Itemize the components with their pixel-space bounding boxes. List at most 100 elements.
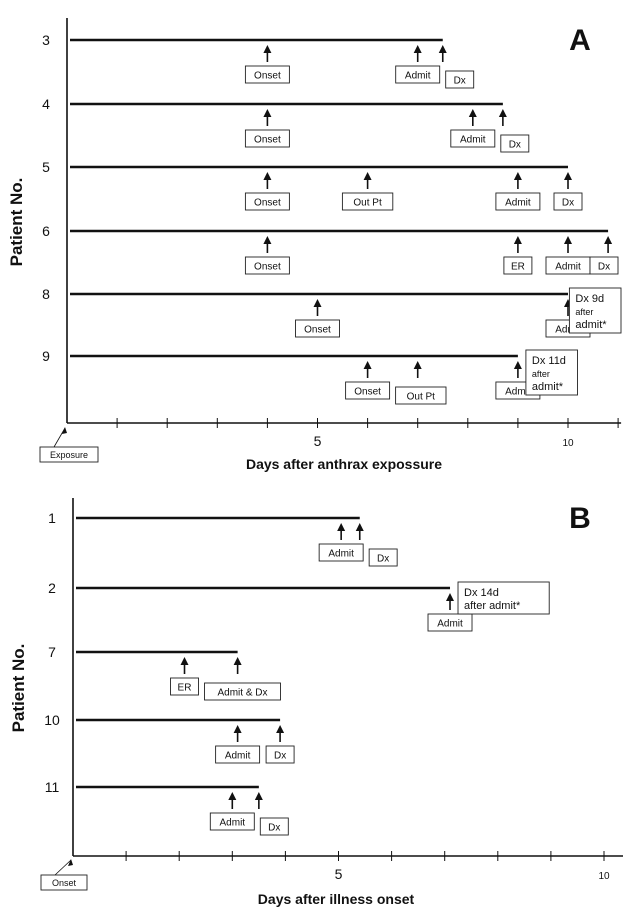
event-label-out-pt: Out Pt [341, 192, 394, 211]
panel-a-x-axis-label: Days after anthrax expossure [246, 456, 442, 472]
panel-b-x-axis-label: Days after illness onset [258, 891, 415, 907]
panel-a-x-tick-label: 10 [562, 438, 574, 449]
event-arrowhead [263, 109, 272, 117]
patient-number-label: 1 [48, 510, 56, 526]
panel-a-patient-9: 9 Onset Out Pt Admit Dx 11d after admit* [42, 348, 578, 405]
event-label-admit: Admit [427, 613, 473, 632]
event-label-admit: Admit [495, 192, 541, 211]
panel-b-origin-leader [54, 859, 72, 876]
event-arrowhead [263, 45, 272, 53]
svg-text:Out Pt: Out Pt [353, 198, 382, 209]
event-label-dx: Dx [589, 256, 619, 275]
event-label-admit: Admit [215, 745, 261, 764]
event-label-onset: Onset [244, 256, 290, 275]
event-label-admit: Admit [450, 129, 496, 148]
panel-b-origin-arrowhead [68, 859, 73, 866]
svg-text:Dx: Dx [598, 262, 610, 273]
panel-b-y-axis-label: Patient No. [9, 644, 28, 733]
panel-b: 5 10 Days after illness onset Patient No. B O… [9, 498, 623, 907]
panel-a-y-axis-label: Patient No. [7, 178, 26, 267]
event-arrowhead [233, 657, 242, 665]
event-label-onset: Onset [295, 319, 340, 338]
event-arrowhead [438, 45, 447, 53]
patient-number-label: 11 [45, 779, 60, 795]
patient-number-label: 2 [48, 580, 56, 596]
svg-text:Dx: Dx [274, 751, 286, 762]
svg-text:Admit: Admit [555, 262, 581, 273]
event-label-dx: Dx [445, 70, 475, 89]
panel-b-patient-1: 1 Admit Dx [48, 510, 398, 567]
event-label-admit-dx: Admit & Dx [204, 682, 281, 701]
svg-text:Dx: Dx [377, 554, 389, 565]
svg-text:Admit: Admit [220, 818, 246, 829]
event-arrowhead [413, 361, 422, 369]
event-arrowhead [446, 593, 455, 601]
svg-text:Dx: Dx [562, 198, 574, 209]
svg-text:Out Pt: Out Pt [407, 392, 436, 403]
event-arrowhead [564, 172, 572, 180]
event-label-er: ER [503, 256, 533, 275]
panel-a-origin-leader [53, 427, 66, 448]
svg-text:after: after [575, 307, 593, 317]
event-arrowhead [513, 361, 522, 369]
panel-a-patient-8: 8 Onset Admit Dx 9d after admit* [42, 286, 622, 338]
svg-text:ER: ER [178, 683, 192, 694]
svg-text:Onset: Onset [254, 135, 281, 146]
svg-text:Onset: Onset [254, 198, 281, 209]
event-label-dx: Dx [259, 817, 289, 836]
event-arrowhead [263, 236, 272, 244]
svg-text:Onset: Onset [304, 325, 331, 336]
svg-text:Dx 11d: Dx 11d [532, 355, 566, 367]
patient-number-label: 3 [42, 32, 50, 48]
svg-text:admit*: admit* [532, 381, 564, 393]
svg-text:Onset: Onset [52, 878, 77, 888]
event-label-out-pt: Out Pt [395, 386, 447, 405]
svg-text:Admit: Admit [225, 751, 251, 762]
event-arrowhead [363, 361, 372, 369]
panel-a: 5 10 Days after anthrax expossure Patient N… [7, 18, 622, 472]
svg-text:Dx: Dx [454, 76, 466, 87]
panel-a-origin-label: Exposure [39, 446, 99, 463]
event-label-dx: Dx [265, 745, 295, 764]
svg-text:Dx: Dx [268, 823, 280, 834]
svg-text:Admit & Dx: Admit & Dx [218, 688, 268, 699]
svg-text:Admit: Admit [505, 387, 531, 398]
svg-text:after: after [532, 369, 550, 379]
event-arrowhead [363, 172, 372, 180]
panel-a-patient-5: 5 Onset Out Pt Admit Dx [42, 159, 583, 211]
panel-b-patient-11: 11 Admit Dx [45, 779, 289, 836]
panel-a-patient-4: 4 Onset Admit Dx [42, 96, 530, 153]
event-label-admit: Admit [209, 812, 255, 831]
svg-text:after admit*: after admit* [464, 600, 521, 612]
event-arrowhead [228, 792, 237, 800]
patient-number-label: 5 [42, 159, 50, 175]
event-label-onset: Onset [345, 381, 391, 400]
event-arrowhead [413, 45, 422, 53]
panel-a-origin-arrowhead [62, 427, 67, 434]
event-arrowhead [513, 236, 522, 244]
diagnosis-note: Dx 11d after admit* [525, 349, 578, 396]
svg-text:Onset: Onset [254, 262, 281, 273]
event-arrowhead [254, 792, 263, 800]
event-arrowhead [498, 109, 507, 117]
patient-number-label: 10 [44, 712, 60, 728]
event-label-onset: Onset [244, 192, 290, 211]
event-label-admit: Admit [545, 256, 591, 275]
event-arrowhead [604, 236, 613, 244]
event-label-dx: Dx [553, 192, 583, 211]
event-label-onset: Onset [244, 129, 290, 148]
event-arrowhead [513, 172, 522, 180]
event-arrowhead [276, 725, 285, 733]
svg-text:Admit: Admit [555, 325, 581, 336]
panel-a-patient-3: 3 Onset Admit Dx [42, 32, 475, 89]
event-arrowhead [468, 109, 477, 117]
svg-text:Dx 14d: Dx 14d [464, 587, 499, 599]
svg-text:Onset: Onset [354, 387, 381, 398]
event-label-dx: Dx [368, 548, 398, 567]
event-arrowhead [263, 172, 272, 180]
panel-b-x-tick-label: 5 [335, 866, 343, 882]
svg-text:Dx 9d: Dx 9d [575, 293, 604, 305]
patient-number-label: 6 [42, 223, 50, 239]
